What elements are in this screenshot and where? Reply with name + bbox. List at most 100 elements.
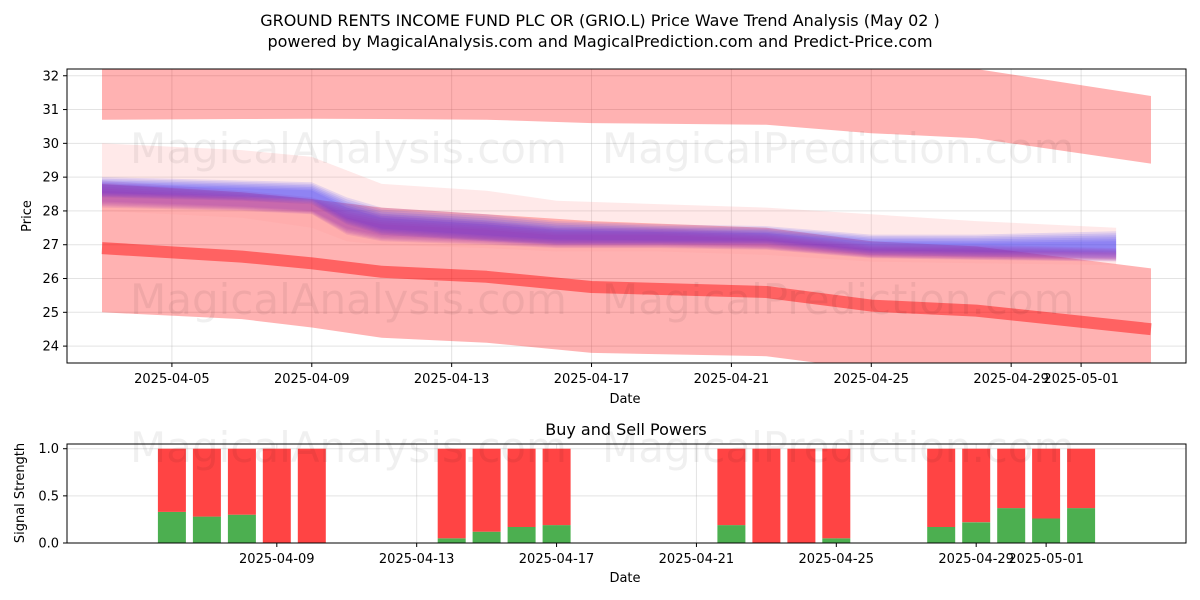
sell-bar [1032, 448, 1061, 519]
sell-bar [227, 448, 256, 515]
sell-bar [297, 448, 326, 543]
purple-wave-layer [102, 184, 1117, 261]
price-x-tick-label: 2025-04-17 [554, 372, 630, 387]
blue-wave-layer [102, 180, 1117, 256]
red-upper-band [102, 69, 1151, 164]
figure-title-line2: powered by MagicalAnalysis.com and Magic… [267, 32, 932, 51]
buy-bar [997, 508, 1026, 543]
pink-envelope-band [102, 143, 1117, 265]
price-plot-area [101, 69, 1152, 363]
blue-wave-layer [102, 181, 1117, 255]
sell-bar [717, 448, 746, 526]
buy-bar [507, 527, 536, 543]
signal-y-tick-label: 1.0 [38, 442, 59, 457]
signal-x-axis-label: Date [609, 571, 640, 586]
signal-chart: Buy and Sell Powers 0.0 0.5 1.0 2025-04-09… [13, 420, 1187, 586]
watermark-right-top: MagicalPrediction.com [602, 124, 1075, 173]
red-trend-line [101, 242, 1152, 336]
sell-bar [787, 448, 816, 543]
price-y-tick-label: 28 [42, 204, 59, 219]
watermark-right-mid: MagicalPrediction.com [602, 275, 1075, 324]
signal-chart-title: Buy and Sell Powers [545, 420, 707, 439]
price-x-tick-label: 2025-04-09 [274, 372, 350, 387]
sell-bar [262, 448, 291, 543]
price-y-ticks: 24 25 26 27 28 29 30 31 32 [42, 69, 67, 355]
watermark-left-mid: MagicalAnalysis.com [130, 275, 567, 324]
signal-y-tick-label: 0.0 [38, 537, 59, 552]
price-y-tick-label: 32 [42, 69, 59, 84]
signal-x-tick-label: 2025-04-25 [799, 552, 875, 567]
buy-bar [1032, 518, 1061, 543]
signal-x-tick-label: 2025-04-09 [239, 552, 315, 567]
blue-wave-layer [102, 178, 1117, 257]
purple-wave-layer [102, 180, 1117, 262]
sell-bar [752, 448, 781, 543]
buy-bar [227, 514, 256, 543]
price-x-ticks: 2025-04-05 2025-04-09 2025-04-13 2025-04-17… [134, 363, 1119, 387]
signal-x-tick-label: 2025-04-17 [519, 552, 595, 567]
buy-bar [717, 525, 746, 543]
price-grid [67, 69, 1186, 363]
price-x-tick-label: 2025-04-21 [694, 372, 770, 387]
sell-bar [1067, 448, 1096, 509]
red-lower-band [102, 183, 1151, 363]
price-x-axis-label: Date [609, 392, 640, 407]
buy-bar [192, 516, 221, 543]
price-y-tick-label: 25 [42, 306, 59, 321]
buy-bar [472, 531, 501, 543]
signal-x-tick-label: 2025-04-29 [938, 552, 1014, 567]
sell-bar [822, 448, 851, 539]
purple-wave-layer [102, 190, 1117, 259]
sell-bar [927, 448, 956, 527]
sell-bar [192, 448, 221, 517]
price-y-tick-label: 27 [42, 238, 59, 253]
blue-wave-layer [102, 183, 1117, 254]
sell-bar [437, 448, 466, 539]
watermark-left-bottom: MagicalAnalysis.com [130, 423, 567, 472]
buy-bar [542, 525, 571, 543]
blue-wave-layer [102, 184, 1117, 253]
price-x-tick-label: 2025-04-05 [134, 372, 210, 387]
price-axes-frame [66, 68, 1187, 364]
figure-title-line1: GROUND RENTS INCOME FUND PLC OR (GRIO.L)… [260, 11, 940, 30]
buy-bar [437, 538, 466, 543]
price-y-tick-label: 30 [42, 137, 59, 152]
price-y-tick-label: 29 [42, 171, 59, 186]
signal-axes-frame [66, 443, 1187, 544]
blue-wave-layer [102, 177, 1117, 259]
watermark-left-top: MagicalAnalysis.com [130, 124, 567, 173]
sell-bar [962, 448, 991, 523]
signal-y-axis-label: Signal Strength [13, 443, 28, 543]
price-y-tick-label: 31 [42, 103, 59, 118]
price-x-tick-label: 2025-05-01 [1043, 372, 1119, 387]
signal-x-tick-label: 2025-05-01 [1008, 552, 1084, 567]
signal-x-tick-label: 2025-04-13 [379, 552, 455, 567]
signal-x-tick-label: 2025-04-21 [659, 552, 735, 567]
sell-bar [507, 448, 536, 527]
buy-bar [1067, 508, 1096, 543]
buy-bar [822, 538, 851, 543]
price-y-axis-label: Price [20, 200, 35, 232]
signal-y-ticks: 0.0 0.5 1.0 [38, 442, 67, 552]
price-y-tick-label: 26 [42, 272, 59, 287]
buy-bar [927, 527, 956, 543]
buy-bar [962, 522, 991, 543]
buy-bar [157, 511, 186, 543]
signal-x-ticks: 2025-04-09 2025-04-13 2025-04-17 2025-04-21… [239, 543, 1084, 567]
watermark-right-bottom: MagicalPrediction.com [602, 423, 1075, 472]
sell-bar [472, 448, 501, 532]
purple-wave-layer [102, 188, 1117, 260]
purple-wave-layer [102, 182, 1117, 261]
price-x-tick-label: 2025-04-29 [973, 372, 1049, 387]
price-x-tick-label: 2025-04-25 [834, 372, 910, 387]
price-x-tick-label: 2025-04-13 [414, 372, 490, 387]
signal-y-tick-label: 0.5 [38, 489, 59, 504]
signal-plot-area [157, 448, 1096, 543]
sell-bar [997, 448, 1026, 509]
sell-bar [157, 448, 186, 512]
purple-wave-layer [102, 186, 1117, 260]
price-y-tick-label: 24 [42, 340, 59, 355]
